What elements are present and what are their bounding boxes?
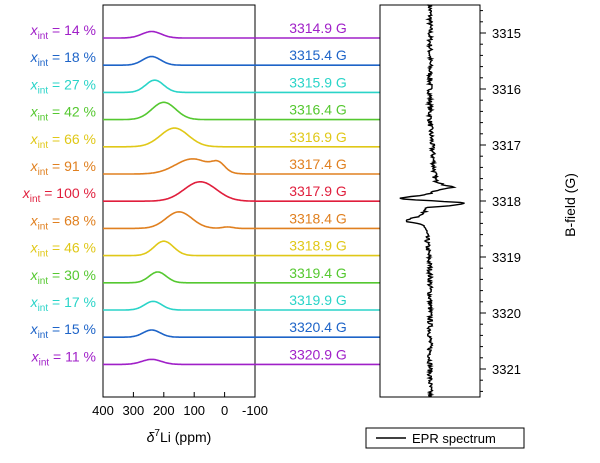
field-labels: 3314.9 G 3315.4 G 3315.9 G 3316.4 G 3316.9 G… <box>289 20 347 362</box>
nmr-trace <box>103 127 380 148</box>
field-label: 3316.9 G <box>289 129 347 145</box>
row-label: xint = 14 % <box>30 22 96 42</box>
epr-y-axis-label: B-field (G) <box>562 173 578 237</box>
field-label: 3319.9 G <box>289 292 347 308</box>
nmr-x-tick-label: 200 <box>153 403 175 418</box>
row-label: xint = 15 % <box>30 321 96 341</box>
row-label: xint = 100 % <box>22 185 96 205</box>
nmr-x-tick-label: 300 <box>123 403 145 418</box>
nmr-x-axis-label: δ7Li (ppm) <box>147 428 212 445</box>
field-label: 3315.9 G <box>289 74 347 90</box>
row-label: xint = 17 % <box>30 294 96 314</box>
row-label: xint = 66 % <box>30 131 96 151</box>
nmr-x-tick-label: -100 <box>242 403 268 418</box>
epr-legend-label: EPR spectrum <box>412 431 496 446</box>
row-label: xint = 91 % <box>30 158 96 178</box>
nmr-panel: 400 300 200 100 0 -100 xint = 14 % xint = 18 %… <box>22 4 380 445</box>
epr-spectrum-line <box>399 4 465 398</box>
nmr-x-tick-label: 400 <box>92 403 114 418</box>
nmr-trace <box>103 79 380 94</box>
row-label: xint = 46 % <box>30 240 96 260</box>
nmr-trace <box>103 181 380 202</box>
row-label: xint = 27 % <box>30 76 96 96</box>
epr-panel: 3315 3316 3317 3318 3319 3320 3321 B-field (G)… <box>365 4 578 449</box>
field-label: 3320.9 G <box>289 346 347 362</box>
nmr-x-tick-label: 0 <box>221 403 228 418</box>
epr-y-tick-label: 3315 <box>492 26 521 41</box>
nmr-trace <box>103 271 380 284</box>
epr-y-ticks: 3315 3316 3317 3318 3319 3320 3321 <box>480 10 521 392</box>
field-label: 3320.4 G <box>289 319 347 335</box>
row-label: xint = 11 % <box>31 348 96 368</box>
row-label: xint = 18 % <box>30 49 96 69</box>
nmr-trace <box>103 158 380 175</box>
field-label: 3318.4 G <box>289 210 347 226</box>
field-label: 3314.9 G <box>289 20 347 36</box>
field-label: 3317.4 G <box>289 156 347 172</box>
epr-legend: EPR spectrum <box>365 427 525 449</box>
epr-legend-box <box>365 427 525 449</box>
row-label: xint = 42 % <box>30 104 96 124</box>
epr-y-tick-label: 3319 <box>492 250 521 265</box>
nmr-traces <box>103 30 380 366</box>
epr-y-tick-label: 3318 <box>492 194 521 209</box>
nmr-trace <box>103 240 380 257</box>
field-label: 3317.9 G <box>289 183 347 199</box>
row-labels: xint = 14 % xint = 18 % xint = 27 % xint = … <box>22 22 96 368</box>
nmr-trace <box>103 210 380 230</box>
row-label: xint = 68 % <box>30 212 96 232</box>
nmr-trace <box>103 300 380 311</box>
nmr-x-tick-label: 100 <box>183 403 205 418</box>
row-label: xint = 30 % <box>30 267 96 287</box>
nmr-trace <box>103 55 380 66</box>
field-label: 3319.4 G <box>289 265 347 281</box>
nmr-trace <box>103 329 380 338</box>
epr-y-tick-label: 3321 <box>492 362 521 377</box>
epr-y-tick-label: 3316 <box>492 82 521 97</box>
epr-y-tick-label: 3317 <box>492 138 521 153</box>
nmr-trace <box>103 358 380 366</box>
nmr-x-ticks: 400 300 200 100 0 -100 <box>92 392 268 418</box>
field-label: 3315.4 G <box>289 47 347 63</box>
field-label: 3318.9 G <box>289 238 347 254</box>
nmr-trace <box>103 101 380 121</box>
field-label: 3316.4 G <box>289 102 347 118</box>
epr-y-tick-label: 3320 <box>492 306 521 321</box>
nmr-trace <box>103 30 380 39</box>
